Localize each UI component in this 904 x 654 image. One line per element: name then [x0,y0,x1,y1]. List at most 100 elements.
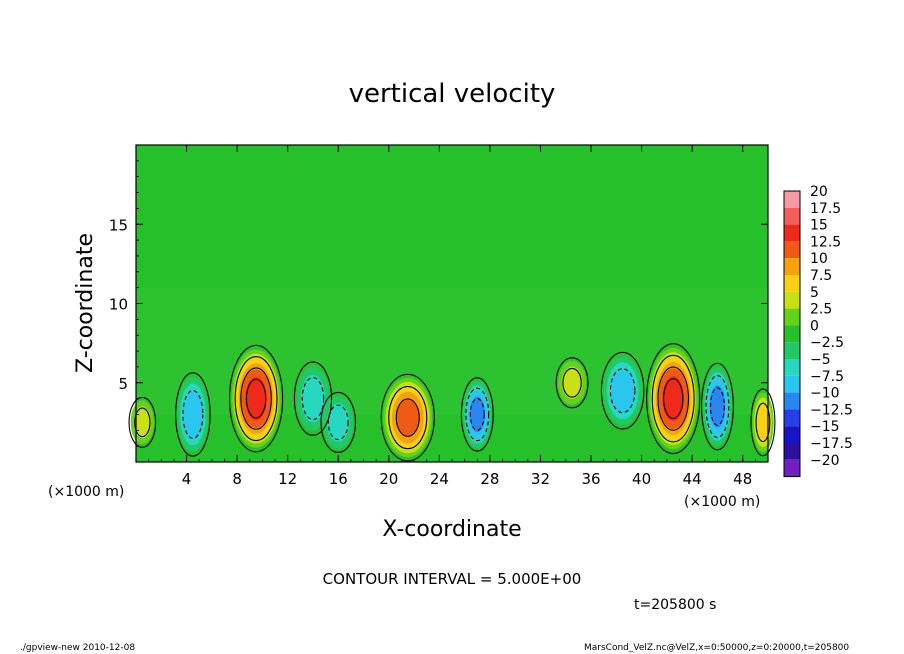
velocity-field [130,145,774,462]
colorbar-label-6: 5 [810,285,819,301]
y-axis-label: Z-coordinate [73,233,98,373]
contour-4-0 [320,391,357,453]
colorbar-label-15: −17.5 [810,436,853,452]
x-tick-label-11: 48 [733,470,752,488]
colorbar-label-7: 2.5 [810,302,832,318]
y-tick-label-0: 5 [118,375,128,393]
colorbar-label-4: 10 [810,251,828,267]
colorbar-label-8: 0 [810,318,819,334]
plot-area [128,144,776,463]
colorbar-swatch-10 [784,359,800,376]
x-tick-label-10: 44 [683,470,702,488]
contour-0-1 [134,407,151,438]
contour-2-2 [240,367,272,430]
x-tick-label-8: 36 [581,470,600,488]
x-tick-label-0: 4 [182,470,192,488]
colorbar-swatch-13 [784,409,800,427]
contour-4-1 [327,404,349,441]
contour-2-3 [245,378,267,419]
colorbar-label-3: 12.5 [810,234,841,250]
contour-interval-text: CONTOUR INTERVAL = 5.000E+00 [323,570,582,588]
cell-6-level-4 [469,396,486,433]
contour-6-2 [469,398,485,431]
contour-10-2 [709,387,725,426]
contour-6-0 [460,377,494,452]
colorbar-swatch-3 [784,241,800,259]
cell-10-level-4 [709,385,726,428]
colorbar-label-2: 15 [810,218,828,234]
contour-5-2 [395,398,420,437]
x-tick-label-2: 12 [278,470,297,488]
colorbar-label-0: 20 [810,184,828,200]
x-tick-label-1: 8 [232,470,242,488]
x-tick-label-5: 24 [430,470,449,488]
colorbar: 2017.51512.5107.552.50−2.5−5−7.5−10−12.5… [783,184,853,478]
colorbar-label-12: −10 [810,386,840,402]
y-axis: 5 10 15 [109,160,768,447]
cell-1-level-3 [183,391,203,438]
colorbar-swatch-5 [784,275,800,292]
colorbar-swatch-0 [784,191,800,208]
contour-2-1 [234,356,278,442]
contour-3-1 [301,376,325,421]
colorbar-swatch-2 [784,224,800,242]
colorbar-label-5: 7.5 [810,268,832,284]
contour-5-1 [388,386,428,450]
cell-5-level-5 [396,398,420,437]
cell-9-level-6 [662,376,684,421]
colorbar-label-9: −2.5 [810,335,844,351]
contour-11-0 [750,388,776,457]
footer-right: MarsCond_VelZ.nc@VelZ,x=0:50000,z=0:2000… [584,643,849,653]
contour-6-1 [465,387,490,442]
contour-1-1 [182,389,204,439]
cell-8-level-3 [610,369,635,412]
colorbar-swatch-14 [784,426,800,443]
colorbar-label-13: −12.5 [810,402,853,418]
colorbar-label-11: −7.5 [810,369,844,385]
contour-11-1 [755,402,771,443]
y-tick-label-1: 10 [109,296,128,314]
contour-lines [128,343,776,462]
contour-9-0 [646,343,701,455]
x-tick-label-4: 20 [379,470,398,488]
colorbar-swatch-16 [784,459,800,477]
cell-11-level-3 [756,404,770,441]
x-tick-label-3: 16 [329,470,348,488]
x-tick-label-9: 40 [632,470,651,488]
x-axis-label: X-coordinate [382,517,521,542]
contour-1-0 [175,372,211,457]
time-text: t=205800 s [634,597,716,613]
colorbar-label-16: −20 [810,453,840,469]
contour-8-1 [609,368,636,414]
contour-9-2 [657,366,690,431]
colorbar-swatch-9 [784,342,800,359]
colorbar-frame [783,190,801,478]
cell-2-level-6 [245,376,267,421]
x-axis: 4 8 12 16 20 24 28 32 36 40 44 48 [148,145,756,488]
cell-3-level-2 [300,374,325,423]
contour-2-0 [228,344,284,453]
contour-8-0 [600,351,645,430]
x-unit-note-right: (×1000 m) [684,494,760,510]
colorbar-label-1: 17.5 [810,201,841,217]
x-tick-label-7: 32 [531,470,550,488]
colorbar-swatch-1 [784,207,800,225]
colorbar-swatch-15 [784,443,800,460]
contour-7-1 [562,367,582,398]
colorbar-swatch-8 [784,325,800,343]
x-unit-note-left: (×1000 m) [48,484,124,500]
colorbar-swatch-4 [784,258,800,275]
contour-0-0 [128,396,157,448]
colorbar-swatch-7 [784,308,800,326]
colorbar-swatch-6 [784,291,800,309]
contour-10-1 [705,374,730,439]
contour-7-0 [555,357,589,409]
colorbar-label-10: −5 [810,352,831,368]
cell-4-level-2 [327,402,350,442]
x-tick-label-6: 28 [480,470,499,488]
footer-left: ./gpview-new 2010-12-08 [20,643,135,653]
contour-3-0 [293,361,333,436]
colorbar-swatch-12 [784,392,800,410]
y-tick-label-2: 15 [109,216,128,234]
